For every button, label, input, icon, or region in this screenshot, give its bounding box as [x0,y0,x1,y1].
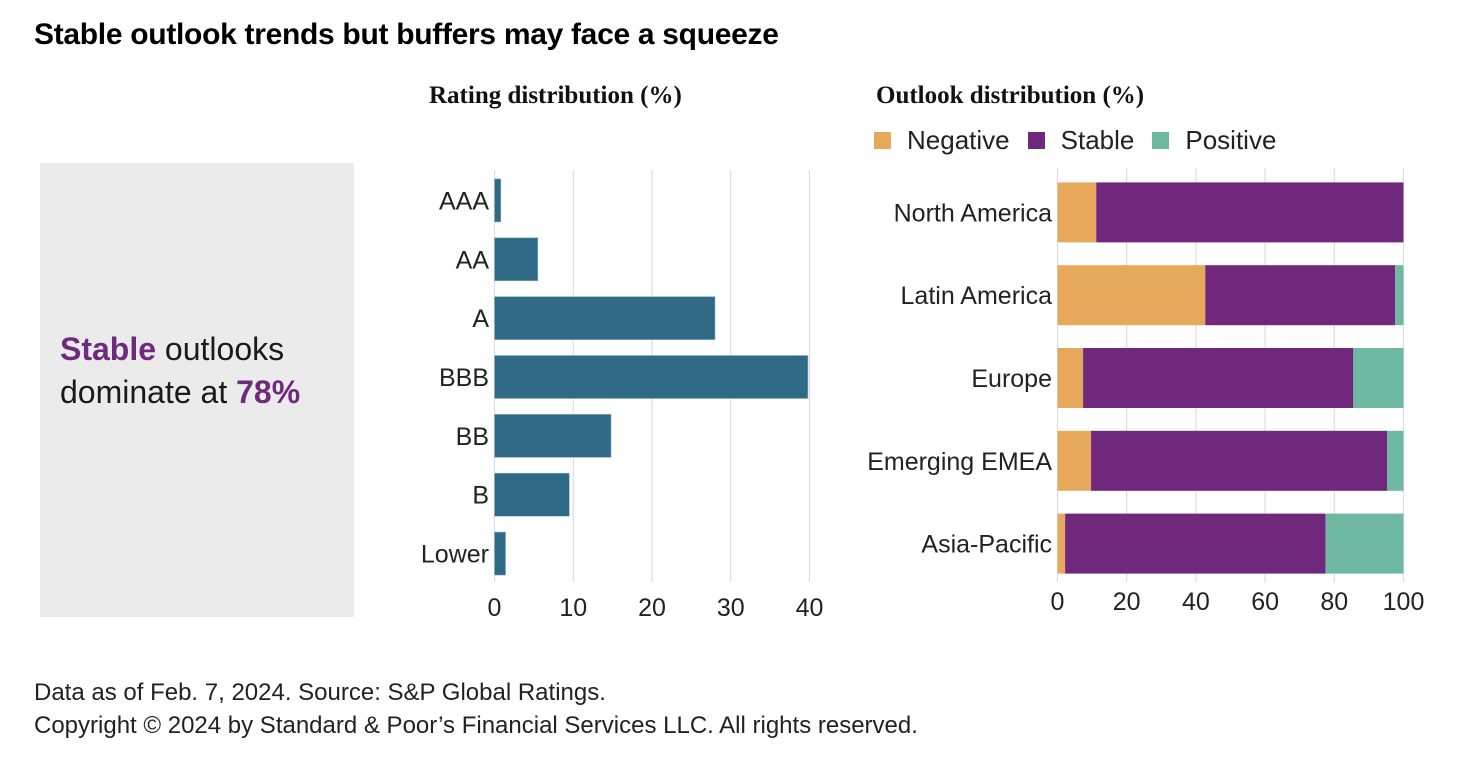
outlook-legend: Negative Stable Positive [874,125,1294,156]
legend-item-stable: Stable [1027,125,1135,156]
footer: Data as of Feb. 7, 2024. Source: S&P Glo… [34,676,918,742]
legend-item-negative: Negative [874,125,1010,156]
rating-y-label: Lower [421,541,489,569]
outlook-x-tick-label: 20 [1113,588,1141,616]
outlook-y-label: Europe [971,365,1052,393]
footer-copyright: Copyright © 2024 by Standard & Poor’s Fi… [34,712,918,739]
rating-y-label: BB [456,423,489,451]
outlook-bar-north-america-negative [1057,182,1097,243]
legend-label-stable: Stable [1060,125,1135,155]
legend-swatch-positive [1152,132,1170,149]
rating-bar-lower [494,531,506,576]
rating-y-label: BBB [439,364,489,392]
outlook-x-tick-label: 40 [1182,588,1210,616]
outlook-bar-asia-pacific-positive [1325,513,1404,574]
callout-text-part1: outlooks [156,331,285,367]
outlook-y-label: Latin America [901,282,1053,310]
rating-bar-a [494,296,716,340]
rating-y-label: AA [456,246,490,274]
callout-highlight-value: 78% [236,374,301,410]
outlook-bar-europe-stable [1083,348,1354,408]
outlook-bar-emerging-emea-stable [1091,430,1388,491]
outlook-bar-emerging-emea-negative [1057,430,1092,491]
rating-x-tick-label: 40 [796,594,824,622]
outlook-y-label: North America [894,199,1052,227]
outlook-x-tick-label: 60 [1251,588,1279,616]
outlook-bar-europe-positive [1353,348,1404,408]
outlook-bar-asia-pacific-negative [1057,513,1066,574]
rating-bar-bb [494,414,612,458]
callout-text: Stable outlooks dominate at 78% [60,328,300,414]
legend-label-positive: Positive [1185,125,1277,155]
rating-x-tick-label: 10 [559,594,587,622]
callout-box: Stable outlooks dominate at 78% [40,163,354,617]
outlook-x-tick-label: 100 [1383,588,1425,616]
rating-y-label: AAA [439,187,489,215]
callout-highlight-word: Stable [60,331,157,367]
rating-chart-title: Rating distribution (%) [429,82,682,109]
rating-bar-b [494,472,570,517]
outlook-bar-emerging-emea-positive [1387,430,1404,491]
chart-title: Stable outlook trends but buffers may fa… [34,18,779,51]
rating-bar-aa [494,237,539,282]
legend-item-positive: Positive [1152,125,1276,156]
outlook-bar-latin-america-positive [1395,265,1404,326]
outlook-y-label: Emerging EMEA [867,448,1052,476]
outlook-x-tick-label: 0 [1051,588,1065,616]
outlook-bar-latin-america-stable [1205,265,1396,326]
legend-swatch-stable [1027,132,1045,149]
rating-y-label: B [472,482,489,510]
rating-bar-bbb [494,355,809,399]
outlook-bar-latin-america-negative [1057,265,1206,326]
outlook-x-tick-label: 80 [1320,588,1348,616]
legend-label-negative: Negative [907,125,1010,155]
legend-swatch-negative [874,132,891,149]
footer-source: Data as of Feb. 7, 2024. Source: S&P Glo… [34,679,606,706]
outlook-bar-europe-negative [1057,348,1084,408]
outlook-bar-asia-pacific-stable [1065,513,1326,574]
callout-text-part2: dominate at [60,374,237,410]
rating-bar-aaa [494,178,502,223]
rating-x-tick-label: 30 [717,594,745,622]
outlook-y-label: Asia-Pacific [921,531,1052,559]
outlook-chart-title: Outlook distribution (%) [876,82,1145,109]
rating-x-tick-label: 20 [638,594,666,622]
rating-x-tick-label: 0 [488,594,502,622]
rating-y-label: A [472,305,489,333]
outlook-bar-north-america-stable [1096,182,1404,243]
